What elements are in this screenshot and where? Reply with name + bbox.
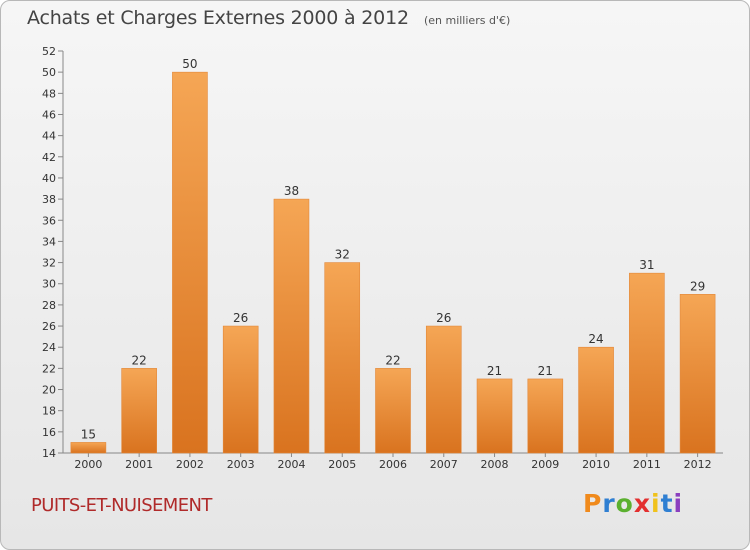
- y-tick-label: 28: [42, 299, 56, 312]
- y-tick-label: 34: [42, 235, 56, 248]
- value-label-2002: 50: [182, 57, 197, 71]
- y-tick-label: 36: [42, 214, 56, 227]
- x-tick-label: 2010: [582, 458, 610, 471]
- value-label-2006: 22: [385, 353, 400, 367]
- y-tick-label: 40: [42, 172, 56, 185]
- bar-2007: [425, 325, 462, 454]
- y-tick-label: 50: [42, 66, 56, 79]
- bar-2009: [527, 378, 564, 454]
- y-tick-label: 24: [42, 341, 56, 354]
- y-tick-label: 14: [42, 447, 56, 460]
- y-tick-label: 42: [42, 151, 56, 164]
- chart-subtitle: (en milliers d'€): [423, 14, 511, 27]
- x-tick-label: 2005: [328, 458, 356, 471]
- x-tick-label: 2008: [481, 458, 509, 471]
- bar-2004: [273, 198, 310, 454]
- bar-2005: [324, 262, 361, 454]
- value-label-2005: 32: [335, 248, 350, 262]
- logo-letter: o: [615, 489, 634, 518]
- value-label-2008: 21: [487, 364, 502, 378]
- logo-letter: x: [633, 489, 651, 518]
- y-tick-label: 38: [42, 193, 56, 206]
- y-tick-label: 18: [42, 405, 56, 418]
- value-label-2007: 26: [436, 311, 451, 325]
- value-label-2011: 31: [639, 258, 654, 272]
- logo-letter: P: [583, 489, 603, 518]
- x-tick-label: 2012: [684, 458, 712, 471]
- y-tick-label: 26: [42, 320, 56, 333]
- x-tick-label: 2004: [277, 458, 305, 471]
- bar-2011: [629, 272, 665, 454]
- value-label-2003: 26: [233, 311, 248, 325]
- bar-2000: [70, 442, 107, 454]
- bar-2012: [679, 294, 716, 454]
- commune-name: PUITS-ET-NUISEMENT: [31, 495, 212, 516]
- value-label-2010: 24: [588, 332, 603, 346]
- x-tick-label: 2006: [379, 458, 407, 471]
- bar-2010: [578, 346, 614, 454]
- logo-letter: i: [673, 489, 684, 518]
- value-label-2001: 22: [132, 353, 147, 367]
- bar-2001: [121, 368, 157, 454]
- logo-letter: i: [651, 489, 661, 518]
- y-tick-label: 52: [42, 45, 56, 58]
- x-tick-label: 2000: [74, 458, 102, 471]
- x-tick-label: 2001: [125, 458, 153, 471]
- chart-title: Achats et Charges Externes 2000 à 2012: [27, 7, 409, 29]
- bars: [70, 71, 716, 454]
- y-tick-label: 22: [42, 362, 56, 375]
- logo-letter: t: [660, 489, 674, 518]
- x-tick-label: 2007: [430, 458, 458, 471]
- bar-2006: [375, 368, 411, 454]
- logo-letter: r: [602, 489, 616, 518]
- y-tick-label: 44: [42, 130, 56, 143]
- y-tick-label: 16: [42, 426, 56, 439]
- value-labels: 15 22 50 26 38 32 22 26 21 21 24 31 29: [81, 57, 706, 441]
- title-row: Achats et Charges Externes 2000 à 2012 (…: [27, 7, 510, 29]
- bar-2003: [222, 325, 259, 454]
- value-label-2012: 29: [690, 279, 705, 293]
- y-tick-label: 46: [42, 108, 56, 121]
- y-tick-label: 20: [42, 384, 56, 397]
- bar-2002: [172, 71, 208, 454]
- value-label-2004: 38: [284, 184, 299, 198]
- value-label-2009: 21: [538, 364, 553, 378]
- y-tick-label: 32: [42, 257, 56, 270]
- x-tick-label: 2009: [531, 458, 559, 471]
- bar-2008: [476, 378, 513, 454]
- y-tick-label: 30: [42, 278, 56, 291]
- x-tick-label: 2002: [176, 458, 204, 471]
- proxiti-logo[interactable]: Proxiti: [583, 489, 683, 518]
- x-tick-label: 2011: [633, 458, 661, 471]
- value-label-2000: 15: [81, 427, 96, 441]
- x-tick-label: 2003: [227, 458, 255, 471]
- y-tick-label: 48: [42, 87, 56, 100]
